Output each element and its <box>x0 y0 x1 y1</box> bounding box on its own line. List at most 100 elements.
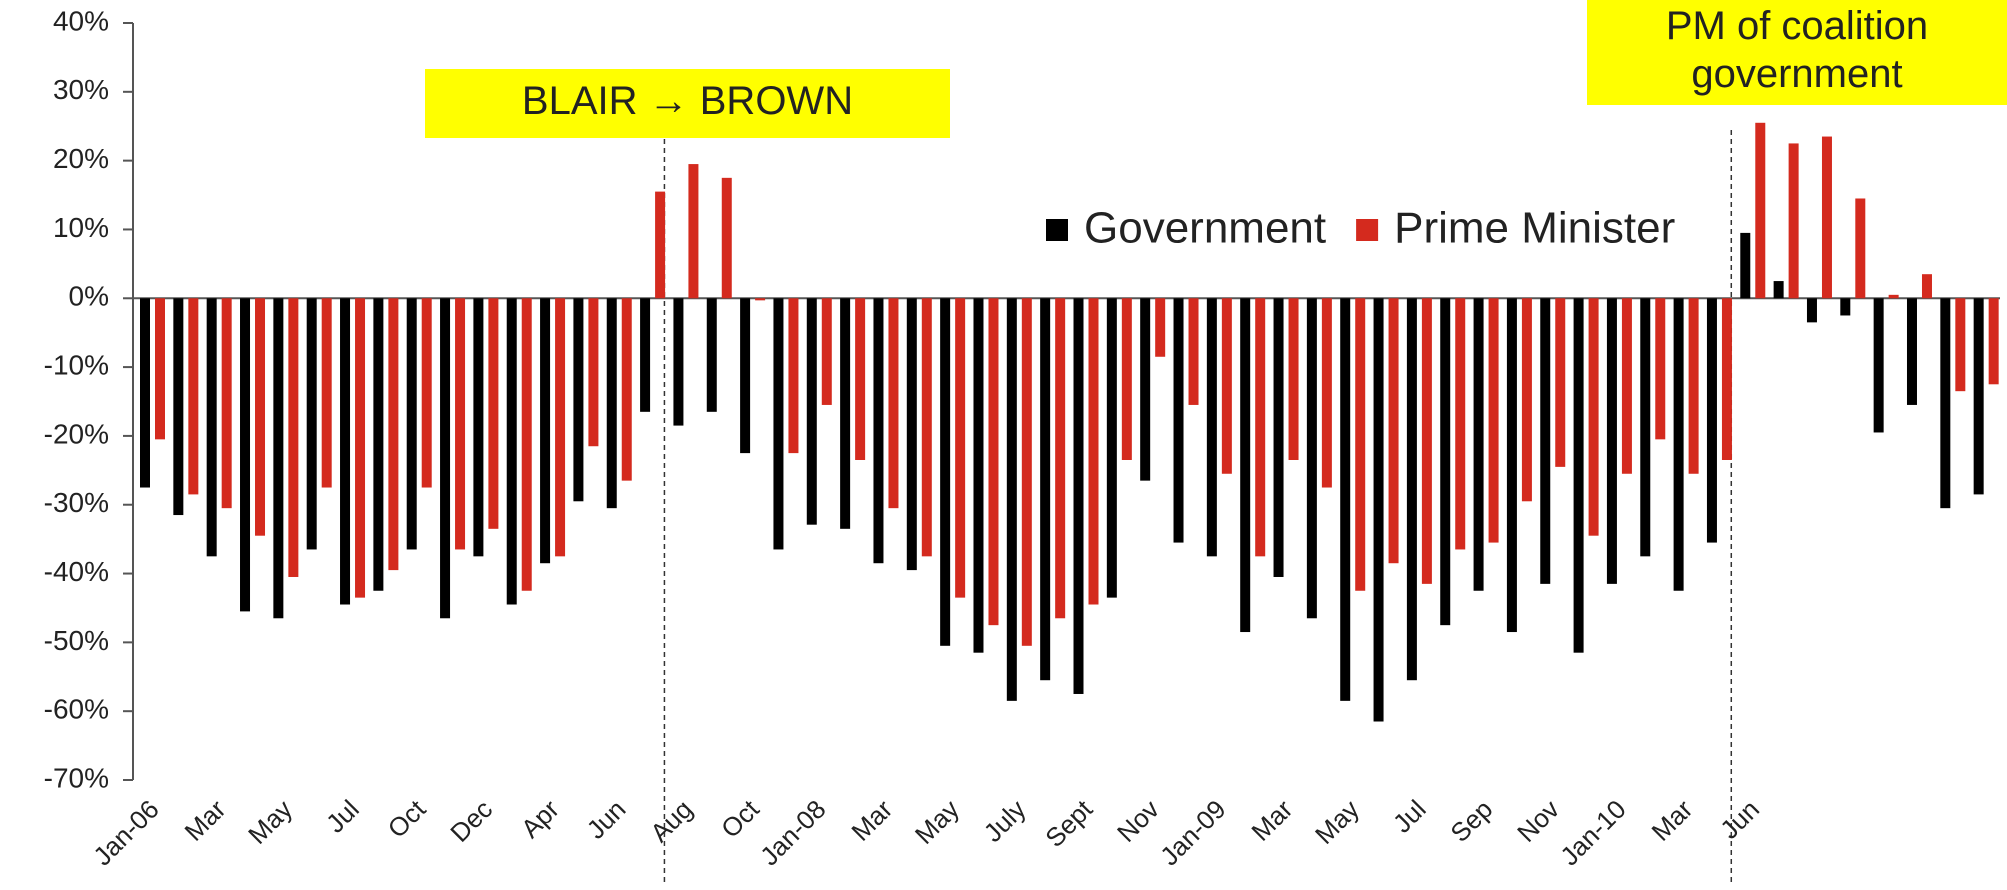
bar <box>221 298 232 509</box>
bar <box>1055 298 1066 619</box>
y-tick-label: -40% <box>44 556 109 587</box>
bar <box>821 298 832 405</box>
bar <box>806 298 817 525</box>
bar <box>1106 298 1117 598</box>
bar <box>940 298 951 646</box>
x-tick-label: Jul <box>1387 794 1432 839</box>
bar <box>240 298 251 612</box>
bar <box>1488 298 1499 543</box>
x-tick-label: Aug <box>644 794 698 848</box>
y-tick-label: -60% <box>44 694 109 725</box>
x-tick-label: Jan-09 <box>1154 794 1231 871</box>
annotation-box <box>425 69 950 138</box>
bar <box>1440 298 1451 626</box>
x-tick-label: May <box>242 794 298 850</box>
bar <box>573 298 584 502</box>
bar <box>455 298 466 550</box>
x-tick-label: Apr <box>515 794 565 844</box>
legend-swatch <box>1356 219 1379 241</box>
x-tick-label: Dec <box>444 794 498 848</box>
x-tick-label: Oct <box>715 793 765 843</box>
x-tick-label: Jul <box>320 794 365 839</box>
x-tick-label: Oct <box>382 793 432 843</box>
bar <box>473 298 484 557</box>
bar <box>373 298 384 591</box>
x-tick-label: Jan-10 <box>1554 794 1631 871</box>
bar <box>1955 298 1966 392</box>
annotation-text: government <box>1691 52 1902 96</box>
bar <box>655 191 666 299</box>
bar <box>1306 298 1317 619</box>
x-tick-label: Nov <box>1511 794 1565 848</box>
bar <box>1121 298 1132 460</box>
y-tick-label: 20% <box>53 143 109 174</box>
legend-label: Prime Minister <box>1394 204 1675 253</box>
bar <box>521 298 532 591</box>
bar <box>673 298 684 426</box>
x-tick-label: Sept <box>1039 793 1099 853</box>
bar <box>1173 298 1184 543</box>
bar <box>721 177 732 299</box>
bar <box>1021 298 1032 646</box>
bar <box>273 298 284 619</box>
bar <box>388 298 399 571</box>
bar <box>540 298 551 564</box>
bar <box>1588 298 1599 536</box>
bar <box>506 298 517 605</box>
bar <box>173 298 184 516</box>
bar <box>1673 298 1684 591</box>
bar <box>1088 298 1099 605</box>
y-tick-label: 40% <box>53 5 109 36</box>
legend-swatch <box>1046 219 1068 241</box>
bar <box>1706 298 1717 543</box>
bar <box>1740 232 1751 299</box>
bar <box>1155 298 1166 357</box>
bar <box>1455 298 1466 550</box>
bar <box>773 298 784 550</box>
bar <box>1573 298 1584 653</box>
bar <box>1240 298 1251 633</box>
bar <box>355 298 366 598</box>
annotation-text: BLAIR → BROWN <box>522 79 853 123</box>
x-tick-label: Sep <box>1444 794 1498 848</box>
bar <box>1888 294 1899 299</box>
bar <box>755 298 766 301</box>
bar <box>1906 298 1917 405</box>
bar <box>840 298 851 529</box>
bar <box>1421 298 1432 584</box>
bar <box>1221 298 1232 474</box>
bar <box>588 298 599 447</box>
bar <box>1073 298 1084 694</box>
bar <box>1521 298 1532 502</box>
bar <box>1255 298 1266 557</box>
bar <box>1988 298 1999 385</box>
bar <box>1140 298 1151 481</box>
x-tick-label: Mar <box>1646 794 1699 847</box>
x-tick-label: Mar <box>1245 794 1298 847</box>
bar <box>1273 298 1284 577</box>
bar <box>1473 298 1484 591</box>
bar <box>1288 298 1299 460</box>
bar <box>1773 281 1784 299</box>
bar <box>421 298 432 488</box>
bar <box>1006 298 1017 701</box>
bar <box>606 298 617 509</box>
y-tick-label: -50% <box>44 625 109 656</box>
x-tick-label: Jun <box>581 794 632 845</box>
bar <box>906 298 917 571</box>
bar <box>788 298 799 454</box>
bar <box>1921 274 1932 299</box>
bar <box>1755 122 1766 299</box>
bar <box>955 298 966 598</box>
bar <box>1640 298 1651 557</box>
bar <box>188 298 199 495</box>
bar <box>1655 298 1666 440</box>
y-tick-label: 0% <box>69 281 109 312</box>
y-tick-label: -20% <box>44 418 109 449</box>
bar <box>1406 298 1417 681</box>
bar <box>1506 298 1517 633</box>
annotation-box <box>1587 0 2007 105</box>
bar <box>406 298 417 550</box>
bar <box>688 164 699 299</box>
bar <box>155 298 165 440</box>
